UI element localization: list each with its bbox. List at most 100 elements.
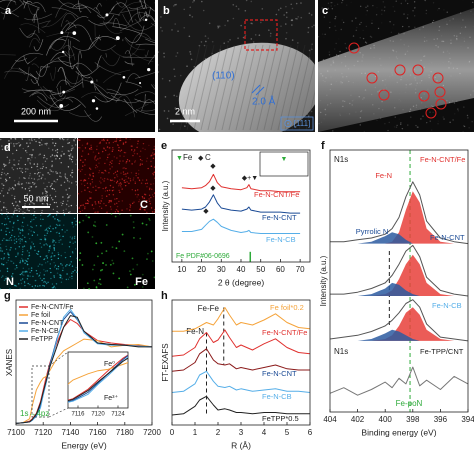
- fiber: [77, 50, 82, 70]
- map-dot: [74, 138, 76, 140]
- fiber: [31, 63, 40, 69]
- map-dot: [21, 234, 24, 237]
- fiber: [0, 7, 19, 18]
- texture: [438, 26, 441, 28]
- fiber: [30, 66, 42, 84]
- scale-bar-label: 200 nm: [21, 106, 51, 116]
- fiber: [122, 56, 155, 58]
- texture: [371, 19, 373, 22]
- lattice-fringe: [235, 44, 257, 131]
- fiber: [151, 84, 155, 90]
- series-label: Fe-N-CNT: [430, 233, 465, 242]
- map-dot: [141, 163, 143, 165]
- map-dot: [106, 211, 108, 213]
- map-dot: [74, 269, 76, 272]
- map-dot: [96, 166, 99, 168]
- map-dot: [13, 143, 15, 145]
- texture: [389, 21, 391, 23]
- texture: [460, 46, 461, 47]
- map-dot: [28, 229, 30, 231]
- fiber: [135, 43, 155, 46]
- map-dot: [99, 202, 102, 205]
- particle: [61, 50, 65, 54]
- map-dot: [26, 250, 29, 252]
- particle: [72, 31, 77, 35]
- texture: [457, 108, 459, 110]
- map-dot: [152, 194, 154, 196]
- map-dot: [21, 221, 24, 224]
- map-dot: [119, 138, 121, 139]
- texture: [437, 123, 439, 125]
- texture: [423, 66, 426, 69]
- map-dot: [82, 219, 85, 222]
- map-dot: [28, 254, 31, 257]
- map-dot: [31, 196, 33, 199]
- texture: [174, 4, 176, 6]
- texture: [348, 113, 351, 115]
- map-dot: [10, 138, 12, 140]
- map-dot: [19, 260, 22, 262]
- map-dot: [108, 201, 110, 204]
- texture: [397, 59, 398, 60]
- map-dot: [148, 219, 151, 222]
- map-dot: [38, 178, 40, 180]
- map-dot: [1, 148, 4, 151]
- texture: [307, 115, 310, 117]
- map-dot: [50, 277, 52, 280]
- map-dot: [30, 139, 33, 141]
- map-dot: [16, 183, 19, 185]
- map-dot: [43, 281, 45, 283]
- map-dot: [75, 257, 78, 260]
- map-dot: [6, 192, 9, 194]
- map-dot: [152, 152, 154, 154]
- map-dot: [121, 209, 123, 211]
- map-dot: [81, 168, 83, 171]
- map-dot: [33, 218, 35, 221]
- map-dot: [137, 173, 140, 175]
- map-dot: [97, 201, 100, 203]
- texture: [405, 84, 407, 86]
- texture: [360, 21, 362, 24]
- map-dot: [94, 158, 96, 160]
- map-dot: [133, 201, 135, 203]
- series-label: Fe-N-CB: [432, 301, 462, 310]
- fiber: [49, 36, 80, 50]
- map-dot: [49, 169, 51, 171]
- texture: [381, 9, 383, 11]
- spacing-mark: [251, 84, 261, 94]
- map-dot: [2, 264, 5, 266]
- map-dot: [5, 147, 8, 149]
- map-dot: [141, 196, 144, 198]
- spectrum-line: [329, 366, 469, 396]
- map-dot: [41, 279, 43, 282]
- map-dot: [79, 147, 81, 149]
- map-dot: [1, 190, 3, 192]
- texture: [344, 65, 347, 67]
- map-dot: [109, 168, 111, 170]
- texture: [392, 24, 395, 26]
- map-dot: [131, 202, 134, 205]
- map-dot: [5, 233, 7, 236]
- map-dot: [95, 155, 97, 157]
- map-dot: [118, 146, 120, 149]
- map-dot: [98, 186, 101, 189]
- map-dot: [84, 179, 87, 182]
- map-dot: [139, 237, 142, 240]
- map-dot: [55, 154, 58, 157]
- map-dot: [19, 287, 21, 290]
- map-dot: [8, 254, 10, 256]
- map-dot: [19, 232, 21, 234]
- map-dot: [26, 271, 28, 273]
- texture: [446, 99, 448, 102]
- texture: [330, 2, 332, 4]
- map-dot: [110, 213, 113, 215]
- texture: [406, 50, 409, 52]
- fiber: [23, 55, 30, 64]
- map-dot: [29, 186, 31, 188]
- legend-label: Fe foil: [31, 312, 51, 319]
- map-dot: [60, 162, 62, 164]
- zone-axis: [111]: [294, 119, 311, 128]
- map-dot: [116, 197, 118, 200]
